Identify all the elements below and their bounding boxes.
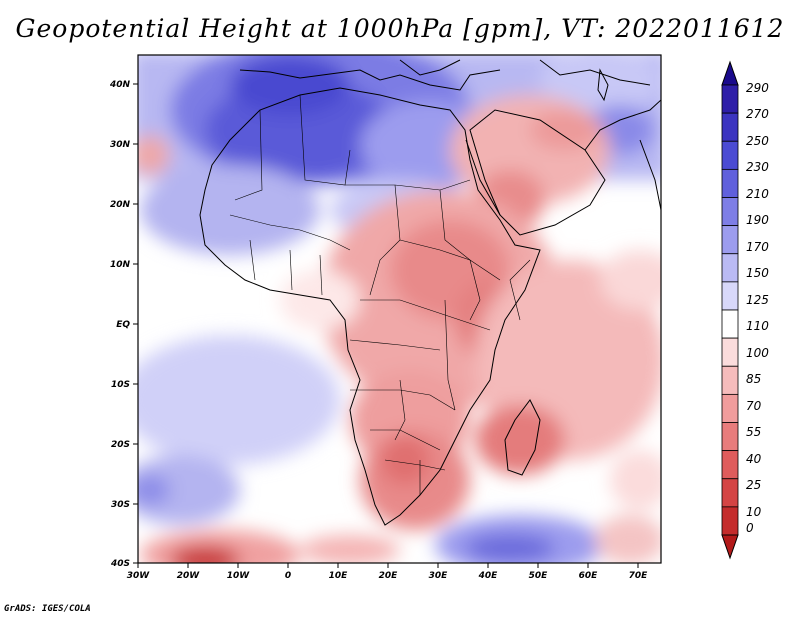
colorbar-box [721, 450, 739, 480]
axis-ticks [133, 83, 639, 568]
colorbar-label: 85 [746, 372, 761, 386]
colorbar-box [721, 281, 739, 311]
colorbar-box [721, 478, 739, 508]
colorbar-bottom-triangle [721, 534, 739, 560]
lat-label: EQ [116, 320, 130, 330]
lat-axis-labels: 40N 30N 20N 10N EQ 10S 20S 30S 40S [109, 80, 131, 569]
lon-label: 60E [579, 571, 599, 581]
colorbar-box [721, 225, 739, 255]
colorbar: 290 270 250 230 210 190 170 150 125 110 … [721, 60, 769, 560]
footer-credit: GrADS: IGES/COLA [4, 604, 91, 614]
colorbar-label: 210 [746, 187, 769, 201]
colorbar-box [721, 112, 739, 142]
colorbar-box [721, 140, 739, 170]
colorbar-label: 190 [746, 213, 769, 227]
colorbar-label: 270 [746, 107, 769, 121]
colorbar-box [721, 393, 739, 423]
lat-label: 40S [110, 559, 130, 569]
lon-label: 0 [285, 571, 291, 581]
lat-label: 20S [111, 440, 130, 450]
colorbar-label: 110 [746, 319, 769, 333]
lon-label: 20W [177, 571, 201, 581]
lon-label: 10W [227, 571, 251, 581]
lat-label: 30S [111, 500, 130, 510]
chart-title: Geopotential Height at 1000hPa [gpm], VT… [15, 14, 785, 43]
colorbar-top-triangle [721, 60, 739, 86]
colorbar-label: 0 [746, 521, 754, 535]
colorbar-label: 230 [746, 160, 769, 174]
country-borders [229, 94, 531, 495]
lon-label: 20E [379, 571, 399, 581]
colorbar-box [721, 506, 739, 536]
coastlines [199, 59, 661, 526]
colorbar-label: 70 [746, 399, 762, 413]
colorbar-box [721, 365, 739, 395]
lon-label: 50E [529, 571, 549, 581]
lat-label: 20N [110, 200, 131, 210]
lat-label: 40N [109, 80, 131, 90]
colorbar-box [721, 309, 739, 339]
plot-frame [137, 54, 662, 564]
colorbar-label: 250 [746, 134, 769, 148]
colorbar-label: 150 [746, 266, 769, 280]
colorbar-label: 100 [746, 346, 769, 360]
colorbar-box [721, 197, 739, 227]
lon-label: 30W [127, 571, 151, 581]
colorbar-label: 10 [746, 505, 762, 519]
lon-label: 10E [329, 571, 349, 581]
colorbar-box [721, 253, 739, 283]
colorbar-box [721, 337, 739, 367]
lat-label: 10S [111, 380, 130, 390]
lon-label: 30E [429, 571, 449, 581]
lon-axis-labels: 30W 20W 10W 0 10E 20E 30E 40E 50E 60E 70… [127, 571, 648, 581]
colorbar-box [721, 84, 739, 114]
colorbar-label: 170 [746, 240, 769, 254]
colorbar-label: 40 [746, 452, 762, 466]
lon-label: 40E [478, 571, 499, 581]
lon-label: 70E [629, 571, 649, 581]
colorbar-label: 25 [746, 478, 761, 492]
colorbar-box [721, 168, 739, 198]
lat-label: 10N [110, 260, 131, 270]
lat-label: 30N [110, 140, 131, 150]
colorbar-label: 290 [746, 81, 769, 95]
colorbar-label: 55 [746, 425, 761, 439]
colorbar-label: 125 [746, 293, 769, 307]
colorbar-box [721, 422, 739, 452]
height-field [138, 55, 661, 563]
